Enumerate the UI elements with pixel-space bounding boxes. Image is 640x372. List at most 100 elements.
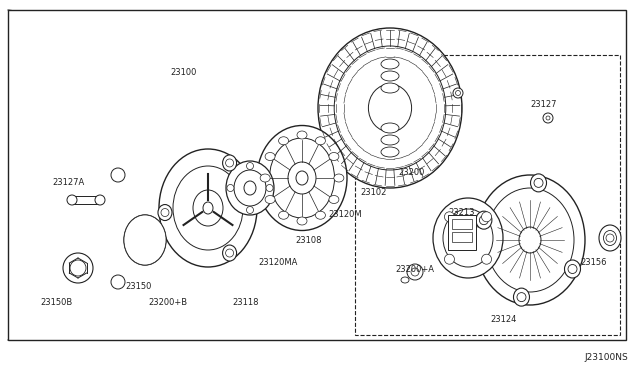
Circle shape	[444, 254, 454, 264]
Text: 23213: 23213	[448, 208, 474, 217]
Ellipse shape	[599, 225, 621, 251]
Ellipse shape	[296, 171, 308, 185]
Ellipse shape	[334, 46, 446, 170]
Text: 23102: 23102	[360, 188, 387, 197]
Text: 23127: 23127	[530, 100, 557, 109]
Circle shape	[266, 185, 273, 192]
Polygon shape	[95, 155, 145, 300]
Ellipse shape	[297, 131, 307, 139]
Ellipse shape	[329, 153, 339, 160]
Circle shape	[63, 253, 93, 283]
Ellipse shape	[433, 198, 503, 278]
Ellipse shape	[519, 227, 541, 253]
Ellipse shape	[131, 223, 159, 257]
Ellipse shape	[278, 211, 289, 219]
Ellipse shape	[244, 181, 256, 195]
Text: 23200+B: 23200+B	[148, 298, 187, 307]
Text: 23135M: 23135M	[448, 222, 482, 231]
Ellipse shape	[316, 211, 325, 219]
Circle shape	[543, 113, 553, 123]
Ellipse shape	[381, 83, 399, 93]
Ellipse shape	[193, 190, 223, 226]
Bar	[452, 219, 472, 229]
Ellipse shape	[223, 155, 237, 171]
Ellipse shape	[124, 215, 166, 265]
Ellipse shape	[159, 149, 257, 267]
Ellipse shape	[288, 162, 316, 194]
Bar	[452, 232, 472, 242]
Circle shape	[225, 159, 234, 167]
Circle shape	[517, 293, 526, 302]
Text: 23120M: 23120M	[328, 210, 362, 219]
Ellipse shape	[127, 219, 163, 261]
Text: 23150: 23150	[125, 282, 152, 291]
Ellipse shape	[260, 174, 270, 182]
Ellipse shape	[513, 288, 529, 306]
Ellipse shape	[226, 161, 274, 215]
Circle shape	[568, 264, 577, 273]
Ellipse shape	[381, 71, 399, 81]
Bar	[8, 10, 626, 340]
Ellipse shape	[234, 170, 266, 206]
Ellipse shape	[369, 84, 412, 132]
Circle shape	[444, 212, 454, 222]
Text: 23124: 23124	[490, 315, 516, 324]
Circle shape	[411, 268, 419, 276]
Bar	[448, 215, 476, 250]
Circle shape	[227, 185, 234, 192]
Ellipse shape	[564, 260, 580, 278]
Ellipse shape	[223, 245, 237, 261]
Circle shape	[606, 234, 614, 242]
Circle shape	[481, 212, 492, 222]
Ellipse shape	[476, 211, 492, 229]
Text: 23118: 23118	[232, 298, 259, 307]
Text: 23150B: 23150B	[40, 298, 72, 307]
Ellipse shape	[297, 217, 307, 225]
Circle shape	[111, 275, 125, 289]
Ellipse shape	[139, 233, 151, 247]
Ellipse shape	[318, 28, 462, 188]
Ellipse shape	[278, 137, 289, 145]
Circle shape	[479, 216, 488, 225]
Ellipse shape	[381, 59, 399, 69]
Circle shape	[161, 209, 169, 217]
Ellipse shape	[381, 147, 399, 157]
Circle shape	[70, 260, 86, 276]
Circle shape	[95, 195, 105, 205]
Circle shape	[225, 249, 234, 257]
Circle shape	[534, 179, 543, 187]
Ellipse shape	[381, 123, 399, 133]
Ellipse shape	[316, 137, 325, 145]
Circle shape	[246, 206, 253, 214]
Ellipse shape	[401, 277, 409, 283]
Ellipse shape	[381, 135, 399, 145]
Circle shape	[246, 163, 253, 170]
Ellipse shape	[475, 175, 585, 305]
Text: J23100NS: J23100NS	[584, 353, 628, 362]
Ellipse shape	[604, 231, 616, 246]
Text: 23200+A: 23200+A	[395, 265, 434, 274]
Bar	[355, 55, 620, 335]
Ellipse shape	[133, 226, 157, 254]
Ellipse shape	[257, 125, 347, 231]
Ellipse shape	[203, 202, 213, 214]
Text: 23108: 23108	[295, 236, 321, 245]
Text: 23200: 23200	[398, 168, 424, 177]
Ellipse shape	[265, 153, 275, 160]
Circle shape	[407, 264, 423, 280]
Ellipse shape	[486, 188, 574, 292]
Ellipse shape	[531, 174, 547, 192]
Ellipse shape	[265, 196, 275, 203]
Ellipse shape	[334, 174, 344, 182]
Ellipse shape	[460, 229, 476, 247]
Ellipse shape	[124, 215, 166, 265]
Circle shape	[67, 195, 77, 205]
Circle shape	[111, 168, 125, 182]
Text: 23156: 23156	[580, 258, 607, 267]
Circle shape	[453, 88, 463, 98]
Ellipse shape	[158, 205, 172, 221]
Ellipse shape	[131, 223, 159, 257]
Ellipse shape	[443, 209, 493, 267]
Ellipse shape	[269, 138, 335, 218]
Ellipse shape	[173, 166, 243, 250]
